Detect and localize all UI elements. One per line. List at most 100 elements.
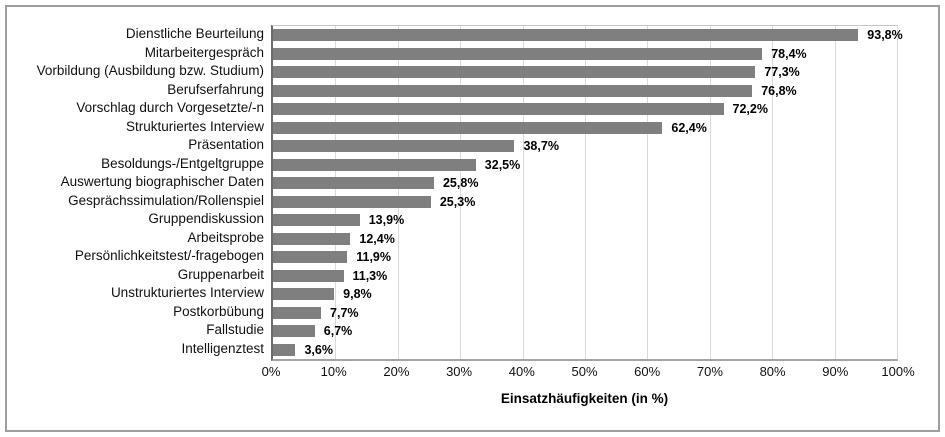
category-label: Fallstudie — [206, 322, 264, 337]
category-label: Vorschlag durch Vorgesetzte/-n — [76, 100, 264, 115]
x-tick-label: 40% — [508, 364, 535, 379]
bar — [273, 29, 859, 42]
bar-row: 9,8% — [273, 285, 897, 304]
bar-row: 38,7% — [273, 137, 897, 156]
bar — [273, 66, 756, 79]
bar-row: 6,7% — [273, 322, 897, 341]
x-tick-label: 20% — [383, 364, 410, 379]
value-label: 32,5% — [484, 157, 521, 172]
bar — [273, 121, 663, 134]
x-axis-tick-labels: 0% 10% 20% 30% 40% 50% 60% 70% 80% 90% 100% — [262, 364, 915, 384]
bar — [273, 177, 434, 190]
bar-row: 93,8% — [273, 26, 903, 45]
value-label: 6,7% — [323, 324, 353, 338]
category-label: Gesprächssimulation/Rollenspiel — [68, 192, 264, 208]
value-label: 72,2% — [732, 102, 768, 116]
chart-frame: Dienstliche Beurteilung Mitarbeitergespr… — [5, 5, 940, 432]
plot-area: 93,8% 78,4% 77,3% 76,8% 72,2% 62,4% 38,7… — [271, 25, 903, 361]
category-label: Arbeitsprobe — [187, 229, 264, 245]
gridlines — [273, 26, 898, 359]
value-label: 12,4% — [359, 231, 395, 246]
bar-row: 62,4% — [273, 119, 897, 138]
gridline — [335, 26, 337, 359]
category-label: Postkorbübung — [173, 303, 264, 319]
x-tick-label: 70% — [696, 364, 723, 379]
x-tick-label: 30% — [446, 364, 473, 379]
category-label: Berufserfahrung — [167, 81, 264, 97]
bar — [273, 140, 515, 153]
value-label: 9,8% — [343, 287, 372, 301]
bar-row: 7,7% — [273, 304, 897, 323]
bar-row: 32,5% — [273, 156, 897, 175]
gridline — [585, 26, 586, 359]
bar — [273, 288, 335, 301]
gridline — [522, 26, 524, 359]
category-label: Vorbildung (Ausbildung bzw. Studium) — [36, 63, 264, 78]
gridline — [709, 26, 711, 359]
bar — [273, 232, 351, 245]
bar — [273, 325, 315, 338]
x-tick-label: 80% — [759, 364, 786, 379]
bar-row: 3,6% — [273, 341, 897, 360]
gridline — [897, 26, 898, 359]
category-label: Dienstliche Beurteilung — [125, 26, 264, 41]
bar-row: 72,2% — [273, 100, 897, 119]
gridline — [772, 26, 774, 359]
bar-row: 25,8% — [273, 174, 897, 193]
x-tick-label: 100% — [881, 364, 915, 379]
bar-row: 76,8% — [273, 82, 897, 101]
bar — [273, 103, 724, 116]
bars-container: 93,8% 78,4% 77,3% 76,8% 72,2% 62,4% 38,7… — [273, 26, 903, 360]
bar — [273, 195, 431, 208]
category-label: Intelligenztest — [181, 340, 264, 356]
bar-row: 11,9% — [273, 248, 897, 267]
value-label: 7,7% — [330, 305, 359, 320]
bar — [273, 84, 753, 97]
bar-row: 77,3% — [273, 63, 897, 82]
value-label: 25,8% — [442, 176, 479, 190]
bar-row: 11,3% — [273, 267, 897, 286]
bar — [273, 158, 476, 171]
bar-row: 78,4% — [273, 45, 897, 64]
category-label: Strukturiertes Interview — [125, 118, 264, 134]
gridline — [834, 26, 836, 359]
gridline — [397, 26, 399, 359]
gridline — [647, 26, 649, 359]
value-label: 3,6% — [304, 342, 333, 357]
x-tick-label: 90% — [822, 364, 849, 379]
category-label: Mitarbeitergespräch — [144, 44, 264, 60]
gridline — [460, 26, 462, 359]
value-label: 62,4% — [671, 120, 707, 135]
category-label: Gruppenarbeit — [177, 266, 264, 282]
category-label: Präsentation — [188, 137, 264, 152]
category-label: Gruppendiskussion — [148, 211, 264, 226]
value-label: 25,3% — [439, 194, 476, 209]
value-label: 93,8% — [867, 28, 903, 42]
horizontal-bar-chart: Dienstliche Beurteilung Mitarbeitergespr… — [7, 25, 915, 406]
x-axis-title: Einsatzhäufigkeiten (in %) — [500, 391, 669, 406]
bar-row: 25,3% — [273, 193, 897, 212]
bar — [273, 306, 322, 319]
value-label: 76,8% — [761, 83, 797, 98]
value-label: 11,9% — [356, 250, 392, 264]
bar — [273, 269, 344, 282]
category-axis: Dienstliche Beurteilung Mitarbeitergespr… — [7, 25, 271, 361]
value-label: 78,4% — [771, 46, 807, 61]
category-label: Persönlichkeitstest/-fragebogen — [74, 248, 264, 263]
bar — [273, 343, 296, 356]
value-label: 38,7% — [523, 139, 559, 153]
value-label: 77,3% — [764, 65, 800, 79]
bar — [273, 251, 348, 264]
x-tick-label: 0% — [261, 364, 281, 379]
bar-row: 13,9% — [273, 211, 897, 230]
value-label: 13,9% — [368, 213, 405, 227]
value-label: 11,3% — [352, 268, 388, 283]
x-tick-label: 50% — [571, 364, 598, 379]
x-tick-label: 60% — [634, 364, 661, 379]
x-tick-label: 10% — [320, 364, 347, 379]
category-label: Auswertung biographischer Daten — [60, 174, 264, 189]
bar — [273, 47, 763, 60]
category-label: Besoldungs-/Entgeltgruppe — [101, 155, 264, 171]
bar-row: 12,4% — [273, 230, 897, 249]
